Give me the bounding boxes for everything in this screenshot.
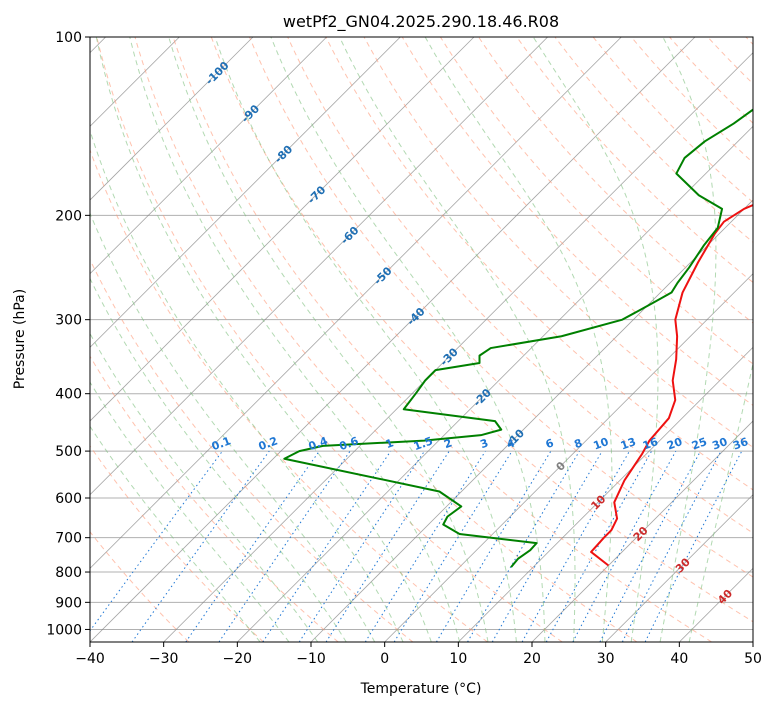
dry-adiabat-line bbox=[439, 37, 753, 365]
x-tick-label: 0 bbox=[380, 651, 389, 667]
isotherm-line bbox=[384, 273, 753, 642]
mixing-ratio-label: 3 bbox=[478, 436, 490, 451]
mixing-ratio-line bbox=[435, 450, 552, 642]
moist-adiabat-line bbox=[90, 277, 347, 642]
mixing-ratio-label: 0.6 bbox=[338, 434, 361, 453]
isotherm-line bbox=[90, 37, 327, 275]
mixing-ratio-line bbox=[572, 450, 677, 642]
y-tick-label: 200 bbox=[55, 208, 82, 224]
isotherm-line bbox=[90, 37, 622, 569]
plot-frame bbox=[89, 36, 754, 643]
mixing-ratio-label: 10 bbox=[592, 435, 611, 453]
mixing-ratio-line bbox=[467, 450, 580, 642]
dry-adiabat-line bbox=[516, 37, 753, 284]
mixing-ratio-line bbox=[185, 450, 320, 642]
mixing-ratio-label: 1.5 bbox=[412, 434, 435, 453]
dry-adiabat-line bbox=[134, 37, 638, 642]
dry-adiabat-line bbox=[630, 37, 753, 164]
x-tick-label: 20 bbox=[523, 651, 541, 667]
y-tick-label: 600 bbox=[55, 491, 82, 507]
mixing-ratio-label: 1 bbox=[384, 436, 396, 451]
dry-adiabat-line bbox=[363, 37, 753, 448]
dry-adiabat-line bbox=[90, 355, 339, 642]
isotherm-line bbox=[531, 420, 753, 642]
isotherm-line bbox=[90, 37, 696, 642]
x-tick-label: −40 bbox=[75, 651, 105, 667]
moist-adiabat-line bbox=[90, 425, 261, 642]
moist-adiabat-line bbox=[129, 37, 461, 642]
x-tick-label: −20 bbox=[223, 651, 253, 667]
mixing-ratio-label: 2 bbox=[442, 436, 454, 451]
y-tick-label: 100 bbox=[55, 30, 82, 46]
x-tick-label: −30 bbox=[149, 651, 179, 667]
mixing-ratio-label: 25 bbox=[690, 435, 709, 452]
mixing-ratio-label: 0.4 bbox=[307, 434, 330, 453]
isotherm-line bbox=[90, 37, 475, 422]
moist-adiabat-line bbox=[270, 37, 546, 642]
moist-adiabat-line bbox=[168, 37, 489, 642]
mixing-ratio-label: 16 bbox=[641, 435, 660, 453]
dewpoint-profile-line bbox=[283, 108, 753, 568]
dry-adiabat-line bbox=[90, 258, 414, 642]
mixing-ratio-line bbox=[131, 450, 270, 642]
isotherm-line bbox=[605, 494, 753, 642]
mixing-ratio-label: 13 bbox=[619, 435, 638, 452]
dry-adiabat-line bbox=[96, 37, 563, 642]
mixing-ratio-line bbox=[393, 450, 513, 642]
y-tick-label: 800 bbox=[55, 565, 82, 581]
dry-adiabat-line bbox=[401, 37, 753, 406]
x-axis-title: Temperature (°C) bbox=[360, 681, 482, 697]
dry-adiabat-line bbox=[249, 37, 753, 578]
isotherm-line bbox=[458, 346, 753, 642]
x-tick-label: 30 bbox=[597, 651, 615, 667]
mixing-ratio-label: 36 bbox=[731, 435, 750, 453]
mixing-ratio-label: 4 bbox=[505, 436, 517, 451]
y-tick-label: 900 bbox=[55, 595, 82, 611]
y-tick-label: 500 bbox=[55, 444, 82, 460]
moist-adiabat-line bbox=[659, 37, 717, 642]
y-tick-label: 300 bbox=[55, 313, 82, 329]
isotherm-line bbox=[163, 52, 753, 642]
moist-adiabat-line bbox=[90, 332, 319, 642]
mixing-ratio-line bbox=[545, 450, 653, 642]
moist-adiabat-line bbox=[424, 37, 613, 642]
y-tick-label: 400 bbox=[55, 387, 82, 403]
y-axis-title: Pressure (hPa) bbox=[12, 289, 28, 389]
moist-adiabat-line bbox=[532, 37, 659, 642]
mixing-ratio-line bbox=[90, 450, 223, 632]
y-tick-label: 700 bbox=[55, 531, 82, 547]
mixing-ratio-line bbox=[325, 450, 450, 642]
dry-adiabat-line bbox=[592, 37, 753, 203]
dry-adiabat-line bbox=[210, 37, 753, 623]
mixing-ratio-label: 6 bbox=[544, 436, 556, 451]
mixing-ratio-label: 30 bbox=[710, 435, 729, 453]
mixing-ratio-line bbox=[364, 450, 486, 642]
temperature-profile-line bbox=[590, 204, 753, 567]
chart-title: wetPf2_GN04.2025.290.18.46.R08 bbox=[283, 12, 559, 32]
mixing-ratio-label: 0.1 bbox=[210, 434, 233, 453]
mixing-ratio-label: 20 bbox=[665, 435, 684, 453]
mixing-ratio-line bbox=[521, 450, 630, 642]
isotherm-line bbox=[90, 37, 254, 201]
moist-adiabat-line bbox=[90, 381, 290, 642]
dry-adiabat-line bbox=[554, 37, 753, 243]
mixing-ratio-label: 0.2 bbox=[257, 434, 280, 453]
mixing-ratio-label: 8 bbox=[572, 436, 584, 451]
dry-adiabat-line bbox=[287, 37, 753, 534]
x-tick-label: 50 bbox=[744, 651, 762, 667]
isotherm-line bbox=[310, 199, 753, 642]
dry-adiabat-line bbox=[90, 530, 190, 642]
mixing-ratio-line bbox=[491, 450, 603, 642]
isotherm-line bbox=[90, 37, 401, 348]
x-tick-label: 10 bbox=[449, 651, 467, 667]
x-tick-label: 40 bbox=[670, 651, 688, 667]
dry-adiabat-line bbox=[325, 37, 753, 491]
y-tick-label: 1000 bbox=[46, 622, 82, 638]
moist-adiabat-line bbox=[95, 37, 432, 642]
isotherm-line bbox=[90, 37, 548, 496]
x-tick-label: −10 bbox=[296, 651, 326, 667]
